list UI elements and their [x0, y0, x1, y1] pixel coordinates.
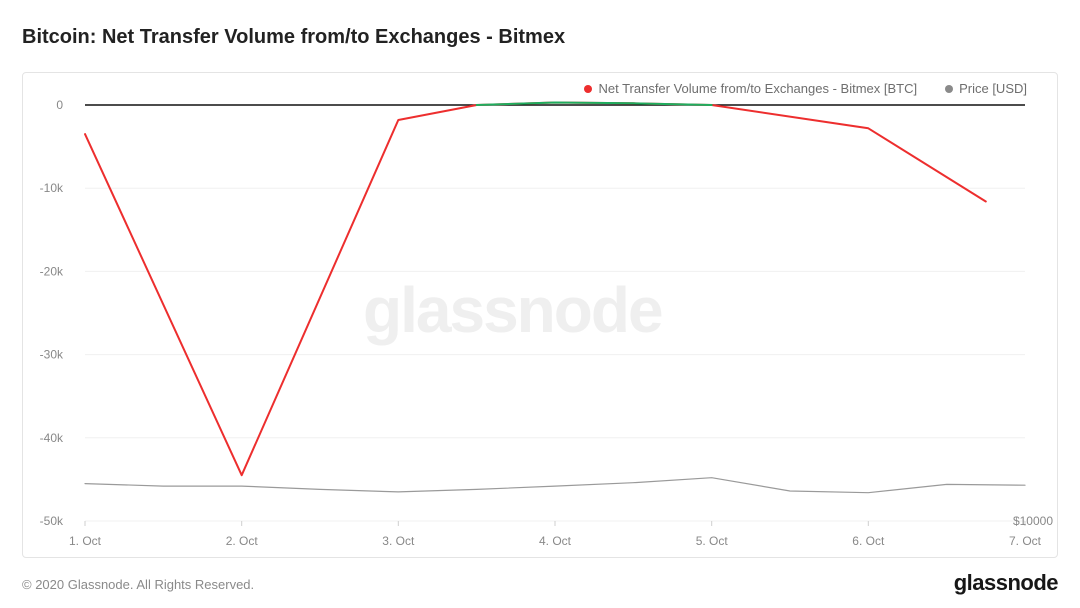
- y-axis-label: -10k: [40, 181, 64, 195]
- y-axis-label: -30k: [40, 348, 64, 362]
- copyright-text: © 2020 Glassnode. All Rights Reserved.: [22, 577, 254, 592]
- brand-logo: glassnode: [954, 570, 1058, 596]
- x-axis-label: 4. Oct: [539, 534, 572, 548]
- page-title: Bitcoin: Net Transfer Volume from/to Exc…: [22, 26, 565, 49]
- x-axis-label: 3. Oct: [382, 534, 415, 548]
- y-axis-label: 0: [56, 98, 63, 112]
- x-axis-label: 5. Oct: [696, 534, 729, 548]
- x-axis-label: 7. Oct: [1009, 534, 1042, 548]
- x-axis-label: 1. Oct: [69, 534, 102, 548]
- y-axis-label: -20k: [40, 264, 64, 278]
- chart-container: glassnode Net Transfer Volume from/to Ex…: [22, 72, 1058, 558]
- y-axis-right-label: $10000: [1013, 514, 1053, 528]
- y-axis-label: -40k: [40, 431, 64, 445]
- x-axis-label: 2. Oct: [226, 534, 259, 548]
- chart-plot: 0 -10k -20k -30k -40k -50k 1. Oct 2. Oct 3. Oct 4…: [23, 73, 1057, 557]
- y-axis-label: -50k: [40, 514, 64, 528]
- x-axis-label: 6. Oct: [852, 534, 885, 548]
